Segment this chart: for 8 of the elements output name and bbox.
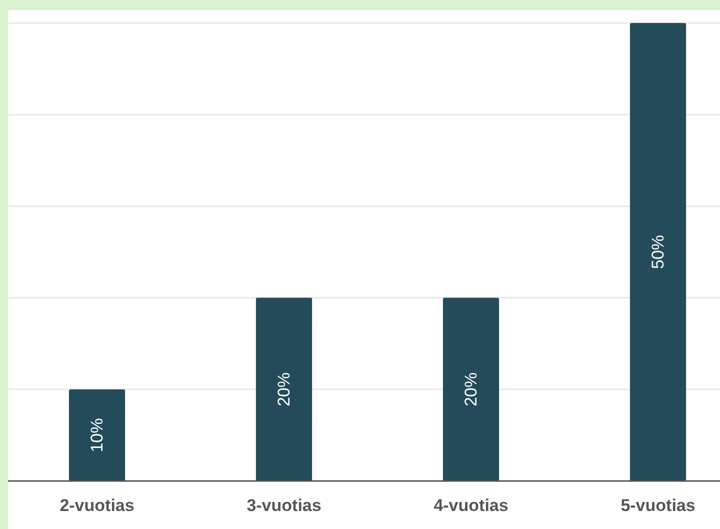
x-tick-label: 5-vuotias — [620, 496, 696, 516]
data-label: 20% — [274, 372, 294, 406]
x-tick-label: 4-vuotias — [434, 496, 508, 516]
x-tick-label: 2-vuotias — [60, 496, 134, 516]
x-tick-label: 3-vuotias — [246, 496, 322, 516]
data-label: 50% — [648, 234, 668, 270]
data-label: 20% — [462, 372, 480, 406]
data-label: 10% — [88, 418, 106, 452]
